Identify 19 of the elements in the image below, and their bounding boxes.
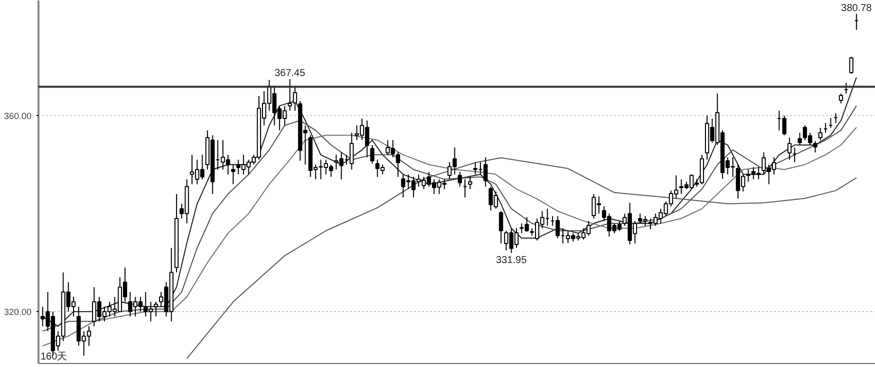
annotation: 331.95 [496,255,528,266]
candlestick [498,210,504,244]
annotation: 160天 [40,352,68,362]
y-tick-label: 320.00 [4,307,32,318]
annotation: 367.45 [274,68,306,80]
candlestick [396,152,400,178]
candlestick [849,56,854,74]
candlestick [787,137,792,160]
candlestick [838,93,844,104]
candlestick [483,156,488,188]
candlestick [154,301,158,317]
candlestick [818,127,822,141]
candlestick [231,164,236,185]
y-tick-label: 360.00 [4,111,32,122]
candlestick [370,144,374,164]
annotation: 380.78 [841,2,872,14]
candlestick [458,171,462,188]
candlestick [813,140,818,153]
candlestick [798,132,802,146]
